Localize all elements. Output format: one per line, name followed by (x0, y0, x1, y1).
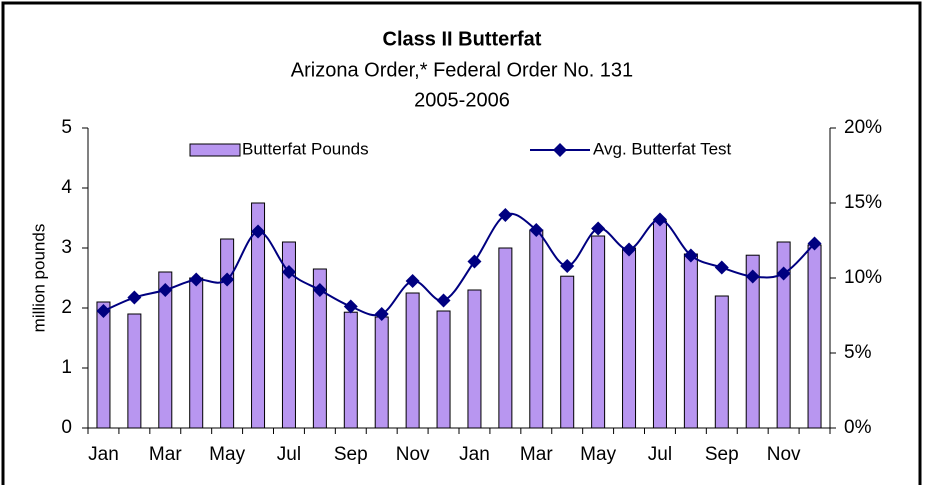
bar (220, 238, 235, 429)
line-marker (591, 221, 606, 236)
x-tick-label: May (580, 444, 616, 465)
chart-subtitle: Arizona Order,* Federal Order No. 131 (291, 59, 633, 81)
line-marker (281, 265, 296, 279)
line-marker (807, 236, 822, 251)
bar (405, 292, 420, 429)
x-tick-label: Mar (520, 444, 553, 465)
y2-tick-label: 10% (844, 267, 882, 288)
legend-label: Avg. Butterfat Test (593, 139, 732, 158)
bar (127, 313, 142, 429)
line-marker (776, 266, 791, 281)
line-marker (312, 283, 327, 297)
line-marker (745, 269, 760, 284)
line-marker (498, 208, 513, 222)
bar (467, 289, 482, 429)
x-tick-label: Sep (705, 444, 739, 465)
bar (807, 244, 822, 429)
bar (652, 220, 667, 429)
line-marker (96, 304, 111, 318)
legend-swatch (553, 143, 567, 157)
x-tick-label: May (209, 444, 245, 465)
line-marker (714, 260, 729, 275)
bar (714, 295, 729, 429)
line-marker (127, 290, 142, 305)
legend-label: Butterfat Pounds (242, 139, 369, 158)
line-marker (189, 272, 204, 287)
bar (560, 275, 575, 429)
line-marker (405, 274, 420, 288)
legend-swatch (189, 143, 241, 157)
line-marker (622, 242, 637, 257)
x-tick-label: Mar (149, 444, 182, 465)
line-marker (529, 223, 544, 237)
x-tick-label: Jan (459, 444, 490, 465)
line-marker (343, 299, 358, 314)
bar (529, 229, 544, 429)
y2-tick-label: 0% (844, 417, 872, 438)
chart-subtitle: 2005-2006 (414, 89, 510, 111)
line-marker (683, 248, 698, 263)
bar (683, 253, 698, 429)
y-tick-label: 3 (61, 237, 72, 258)
line-marker (467, 254, 482, 269)
bar (498, 247, 513, 429)
bar (343, 311, 358, 429)
y-axis-label: million pounds (29, 224, 48, 333)
bar (96, 301, 111, 429)
y-tick-label: 5 (61, 117, 72, 138)
line-marker (251, 224, 266, 239)
line-marker (158, 283, 173, 297)
chart-title: Class II Butterfat (383, 28, 542, 50)
line-marker (436, 293, 451, 308)
bar (189, 277, 204, 429)
x-tick-label: Nov (767, 444, 801, 465)
x-tick-label: Jul (277, 444, 301, 465)
line-marker (220, 272, 235, 287)
y-tick-label: 1 (61, 357, 72, 378)
y-tick-label: 4 (61, 177, 72, 198)
x-tick-label: Jul (648, 444, 672, 465)
x-tick-label: Jan (88, 444, 119, 465)
y2-tick-label: 5% (844, 342, 872, 363)
bar (374, 316, 389, 429)
line-marker (374, 307, 389, 321)
line-marker (560, 259, 575, 273)
bar (436, 310, 451, 429)
bar (622, 247, 637, 429)
y-tick-label: 0 (61, 417, 72, 438)
x-tick-label: Sep (334, 444, 368, 465)
x-tick-label: Nov (396, 444, 430, 465)
y2-tick-label: 15% (844, 192, 882, 213)
line-marker (652, 212, 667, 227)
bar (591, 235, 606, 429)
y2-tick-label: 20% (844, 117, 882, 138)
y-tick-label: 2 (61, 297, 72, 318)
